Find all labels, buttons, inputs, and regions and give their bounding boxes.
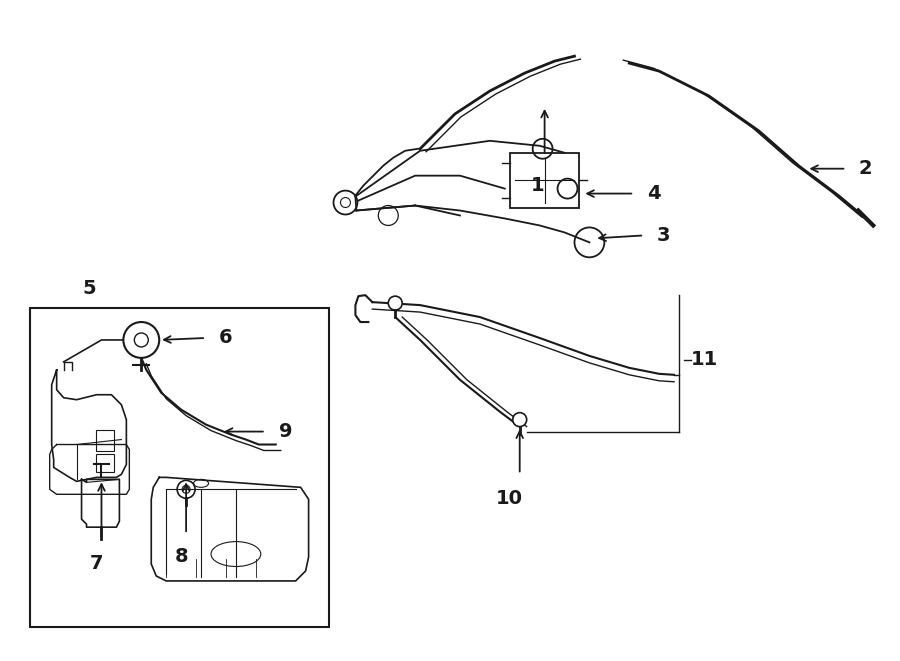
Text: 11: 11 [691,350,718,369]
Text: 5: 5 [83,279,96,298]
Circle shape [123,322,159,358]
Text: 3: 3 [657,226,670,245]
Circle shape [513,412,526,426]
Text: 9: 9 [279,422,292,441]
Circle shape [388,296,402,310]
Text: 7: 7 [90,554,104,573]
Circle shape [177,481,195,498]
Text: 4: 4 [647,184,661,203]
Text: 8: 8 [175,547,188,566]
Text: 6: 6 [219,329,232,348]
Bar [96,455,114,473]
Text: 2: 2 [859,159,872,178]
Text: 10: 10 [496,489,523,508]
Bar [30,308,328,627]
Text: 1: 1 [531,176,544,194]
Bar [96,430,114,451]
